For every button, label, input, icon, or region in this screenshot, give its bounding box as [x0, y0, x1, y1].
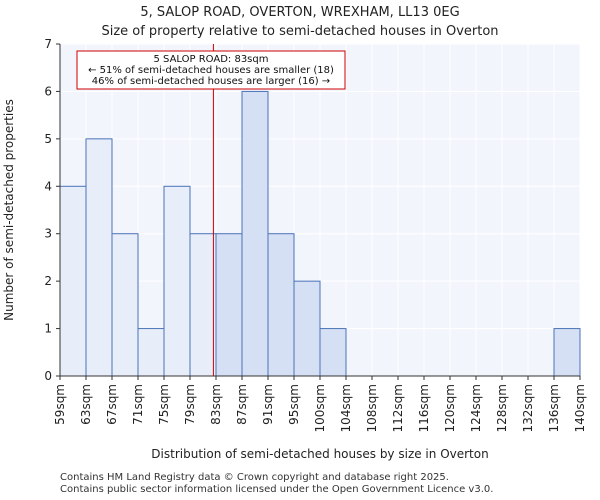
annotation-box: 5 SALOP ROAD: 83sqm ← 51% of semi-detach…: [76, 50, 346, 90]
x-axis-label: Distribution of semi-detached houses by …: [151, 447, 488, 461]
x-tick-label: 95sqm: [287, 384, 301, 425]
annotation-line-1: 5 SALOP ROAD: 83sqm: [154, 54, 269, 65]
bar-67sqm: [111, 233, 139, 377]
y-tick-label: 5: [44, 132, 52, 146]
y-tick-label: 7: [44, 37, 52, 51]
y-tick-label: 6: [44, 84, 52, 98]
bars: [59, 90, 581, 377]
x-tick-label: 116sqm: [417, 384, 431, 432]
x-tick-label: 87sqm: [235, 384, 249, 425]
bar-63sqm: [85, 138, 113, 377]
x-tick-label: 120sqm: [443, 384, 457, 432]
x-tick-label: 71sqm: [131, 384, 145, 425]
x-tick-label: 91sqm: [261, 384, 275, 425]
y-axis-ticks: 0 1 2 3 4 5 6 7: [44, 37, 61, 383]
x-tick-label: 59sqm: [53, 384, 67, 425]
chart-subtitle: Size of property relative to semi-detach…: [101, 24, 499, 39]
bar-136sqm: [553, 328, 581, 377]
x-tick-label: 124sqm: [469, 384, 483, 432]
x-tick-label: 132sqm: [521, 384, 535, 432]
y-tick-label: 3: [44, 227, 52, 241]
bar-79sqm: [189, 233, 217, 377]
x-tick-label: 79sqm: [183, 384, 197, 425]
x-tick-label: 112sqm: [391, 384, 405, 432]
x-tick-label: 108sqm: [365, 384, 379, 432]
x-tick-label: 63sqm: [79, 384, 93, 425]
annotation-frame: [76, 50, 346, 90]
x-tick-label: 128sqm: [495, 384, 509, 432]
y-tick-label: 2: [44, 274, 52, 288]
x-tick-label: 75sqm: [157, 384, 171, 425]
x-tick-label: 67sqm: [105, 384, 119, 425]
footer-line-2: Contains public sector information licen…: [60, 484, 494, 495]
y-tick-label: 4: [44, 179, 52, 193]
bar-83sqm: [215, 233, 243, 377]
annotation-line-2: ← 51% of semi-detached houses are smalle…: [88, 65, 334, 76]
bar-75sqm: [163, 185, 191, 377]
x-axis-ticks: 59sqm 63sqm 67sqm 71sqm 75sqm 79sqm 83sqm 87sqm…: [53, 375, 587, 432]
y-axis-label: Number of semi-detached properties: [2, 99, 16, 321]
bar-95sqm: [293, 280, 321, 377]
chart-title: 5, SALOP ROAD, OVERTON, WREXHAM, LL13 0E…: [140, 5, 460, 20]
bar-87sqm: [241, 90, 269, 377]
x-tick-label: 104sqm: [339, 384, 353, 432]
x-tick-label: 140sqm: [573, 384, 587, 432]
x-tick-label: 136sqm: [547, 384, 561, 432]
y-tick-label: 1: [44, 322, 52, 336]
bar-100sqm: [319, 328, 347, 377]
bar-71sqm: [137, 328, 165, 377]
footer-line-1: Contains HM Land Registry data © Crown c…: [60, 472, 449, 483]
x-tick-label: 100sqm: [313, 384, 327, 432]
x-tick-label: 83sqm: [209, 384, 223, 425]
bar-59sqm: [59, 185, 87, 377]
y-tick-label: 0: [44, 369, 52, 383]
annotation-line-3: 46% of semi-detached houses are larger (…: [92, 76, 330, 87]
bar-91sqm: [267, 233, 295, 377]
